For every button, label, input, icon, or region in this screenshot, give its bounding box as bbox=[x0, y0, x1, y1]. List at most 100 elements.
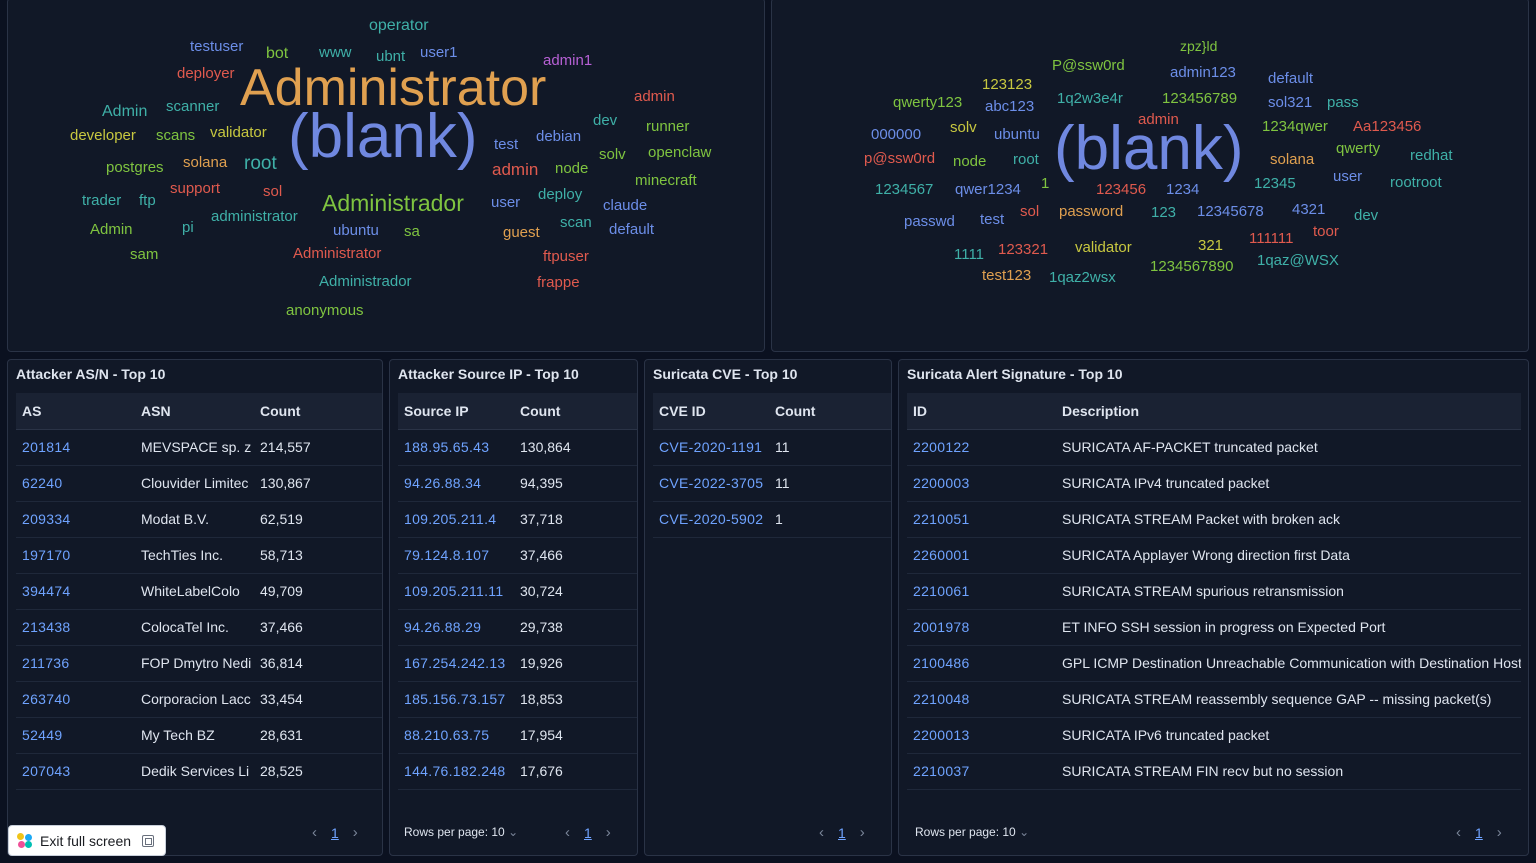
cloud-word[interactable]: frappe bbox=[537, 274, 580, 291]
cloud-word[interactable]: node bbox=[555, 160, 589, 177]
cloud-word[interactable]: sol bbox=[263, 183, 283, 200]
cloud-word[interactable]: 111111 bbox=[1249, 230, 1294, 247]
column-header-id[interactable]: ID bbox=[907, 393, 1056, 430]
cloud-word[interactable]: 1234qwer bbox=[1262, 118, 1328, 135]
table-cell-link[interactable]: 394474 bbox=[16, 573, 135, 610]
chevron-right-icon[interactable]: › bbox=[859, 824, 865, 841]
cloud-word[interactable]: ftpuser bbox=[543, 248, 589, 265]
table-cell-link[interactable]: 52449 bbox=[16, 717, 135, 754]
chevron-left-icon[interactable]: ‹ bbox=[312, 824, 317, 841]
exit-full-screen-button[interactable]: Exit full screen bbox=[8, 825, 166, 856]
chevron-right-icon[interactable]: › bbox=[605, 824, 611, 841]
table-cell-link[interactable]: 109.205.211.11 bbox=[398, 573, 514, 610]
table-cell-link[interactable]: 94.26.88.29 bbox=[398, 609, 514, 646]
table-cell-link[interactable]: 197170 bbox=[16, 537, 135, 574]
cloud-word[interactable]: password bbox=[1059, 203, 1124, 220]
rows-per-page-select[interactable]: Rows per page: 10 ⌄ bbox=[915, 825, 1029, 839]
chevron-right-icon[interactable]: › bbox=[352, 824, 358, 841]
cloud-word[interactable]: zpz}ld bbox=[1180, 38, 1218, 54]
cloud-word[interactable]: qwerty123 bbox=[893, 94, 963, 111]
page-number[interactable]: 1 bbox=[331, 824, 339, 841]
table-cell-link[interactable]: 263740 bbox=[16, 681, 135, 718]
rows-per-page-select[interactable]: Rows per page: 10 ⌄ bbox=[404, 825, 518, 839]
cloud-word[interactable]: openclaw bbox=[648, 144, 712, 161]
cloud-word[interactable]: redhat bbox=[1410, 147, 1453, 164]
cloud-word[interactable]: scan bbox=[560, 214, 592, 231]
cloud-word[interactable]: solv bbox=[599, 146, 626, 163]
chevron-left-icon[interactable]: ‹ bbox=[565, 824, 570, 841]
cloud-word[interactable]: sol321 bbox=[1268, 94, 1313, 111]
cloud-word[interactable]: 321 bbox=[1198, 237, 1224, 254]
table-cell-link[interactable]: 188.95.65.43 bbox=[398, 429, 514, 466]
cloud-word[interactable]: www bbox=[319, 44, 352, 61]
table-cell-link[interactable]: 79.124.8.107 bbox=[398, 537, 514, 574]
column-header-count[interactable]: Count bbox=[514, 393, 637, 430]
table-cell-link[interactable]: 2001978 bbox=[907, 609, 1056, 646]
cloud-word[interactable]: scans bbox=[156, 127, 196, 144]
table-cell-link[interactable]: 144.76.182.248 bbox=[398, 753, 514, 790]
cloud-word[interactable]: Admin bbox=[102, 103, 148, 120]
cloud-word[interactable]: user bbox=[491, 194, 521, 211]
cloud-word[interactable]: test bbox=[980, 211, 1005, 228]
cloud-word[interactable]: ubuntu bbox=[994, 126, 1040, 143]
page-number[interactable]: 1 bbox=[1475, 824, 1483, 841]
table-cell-link[interactable]: 2200122 bbox=[907, 429, 1056, 466]
cloud-word[interactable]: guest bbox=[503, 224, 540, 241]
cloud-word[interactable]: root bbox=[1013, 151, 1039, 168]
cloud-word[interactable]: pi bbox=[182, 219, 194, 236]
table-cell-link[interactable]: 109.205.211.4 bbox=[398, 501, 514, 538]
cloud-word[interactable]: developer bbox=[70, 127, 136, 144]
cloud-word[interactable]: Administrator bbox=[240, 58, 547, 117]
cloud-word[interactable]: ubuntu bbox=[333, 222, 379, 239]
cloud-word[interactable]: toor bbox=[1313, 223, 1339, 240]
cloud-word[interactable]: user1 bbox=[420, 44, 458, 61]
cloud-word[interactable]: admin bbox=[492, 160, 539, 179]
cloud-word[interactable]: runner bbox=[646, 118, 690, 135]
cloud-word[interactable]: 123 bbox=[1151, 204, 1177, 221]
cloud-word[interactable]: admin1 bbox=[543, 52, 593, 69]
cloud-word[interactable]: Aa123456 bbox=[1353, 118, 1422, 135]
cloud-word[interactable]: deploy bbox=[538, 186, 583, 203]
cloud-word[interactable]: 1qaz2wsx bbox=[1049, 269, 1116, 286]
table-cell-link[interactable]: 88.210.63.75 bbox=[398, 717, 514, 754]
cloud-word[interactable]: validator bbox=[1075, 239, 1132, 256]
table-cell-link[interactable]: 201814 bbox=[16, 429, 135, 466]
cloud-word[interactable]: qwerty bbox=[1336, 140, 1381, 157]
cloud-word[interactable]: 123123 bbox=[982, 76, 1033, 93]
cloud-word[interactable]: 1111 bbox=[954, 246, 985, 263]
column-header-source-ip[interactable]: Source IP bbox=[398, 393, 514, 430]
cloud-word[interactable]: default bbox=[1268, 70, 1314, 87]
table-cell-link[interactable]: CVE-2022-3705 bbox=[653, 465, 769, 502]
cloud-word[interactable]: 1 bbox=[1041, 175, 1050, 192]
table-cell-link[interactable]: 2210037 bbox=[907, 753, 1056, 790]
table-cell-link[interactable]: 207043 bbox=[16, 753, 135, 790]
table-cell-link[interactable]: 2200013 bbox=[907, 717, 1056, 754]
table-cell-link[interactable]: 2200003 bbox=[907, 465, 1056, 502]
cloud-word[interactable]: 12345 bbox=[1254, 175, 1296, 192]
cloud-word[interactable]: dev bbox=[1354, 207, 1379, 224]
chevron-left-icon[interactable]: ‹ bbox=[819, 824, 824, 841]
cloud-word[interactable]: 1qaz@WSX bbox=[1257, 252, 1339, 269]
table-cell-link[interactable]: 2100486 bbox=[907, 645, 1056, 682]
table-cell-link[interactable]: 213438 bbox=[16, 609, 135, 646]
table-cell-link[interactable]: 94.26.88.34 bbox=[398, 465, 514, 502]
cloud-word[interactable]: passwd bbox=[904, 213, 955, 230]
cloud-word[interactable]: scanner bbox=[166, 98, 220, 115]
cloud-word[interactable]: sam bbox=[130, 246, 159, 263]
table-cell-link[interactable]: 62240 bbox=[16, 465, 135, 502]
column-header-count[interactable]: Count bbox=[769, 393, 891, 430]
cloud-word[interactable]: 1234567 bbox=[875, 181, 934, 198]
cloud-word[interactable]: dev bbox=[593, 112, 618, 129]
cloud-word[interactable]: trader bbox=[82, 192, 122, 209]
cloud-word[interactable]: 12345678 bbox=[1197, 203, 1264, 220]
column-header-description[interactable]: Description bbox=[1056, 393, 1521, 430]
cloud-word[interactable]: 123321 bbox=[998, 241, 1049, 258]
cloud-word[interactable]: P@ssw0rd bbox=[1052, 57, 1125, 74]
cloud-word[interactable]: 123456789 bbox=[1162, 90, 1238, 107]
cloud-word[interactable]: p@ssw0rd bbox=[864, 150, 936, 167]
cloud-word[interactable]: user bbox=[1333, 168, 1363, 185]
cloud-word[interactable]: 1q2w3e4r bbox=[1057, 90, 1123, 107]
table-cell-link[interactable]: 2210048 bbox=[907, 681, 1056, 718]
cloud-word[interactable]: anonymous bbox=[286, 302, 364, 319]
cloud-word[interactable]: test bbox=[494, 136, 519, 153]
